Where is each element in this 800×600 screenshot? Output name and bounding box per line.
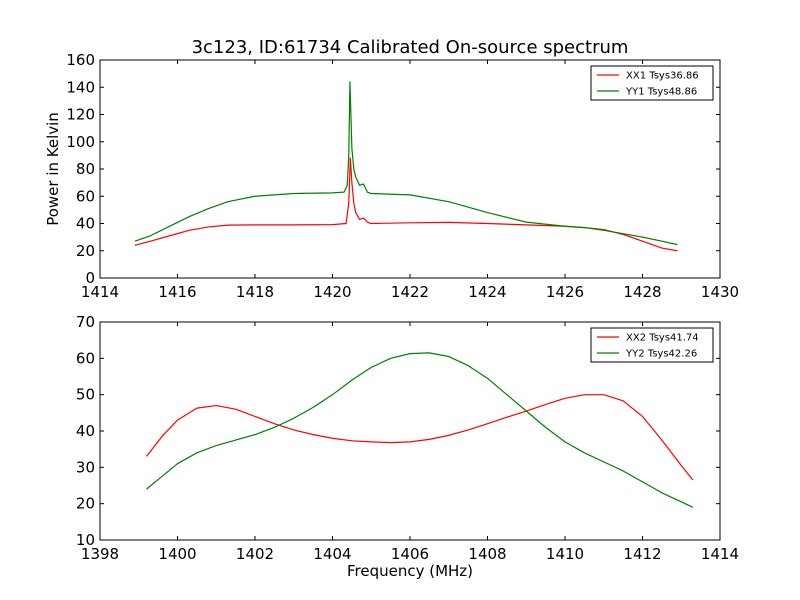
top-x-tick-label: 1422 [391, 283, 429, 301]
bottom-legend-box [590, 327, 714, 363]
top-x-tick-label: 1426 [546, 283, 584, 301]
top-legend-label: YY1 Tsys48.86 [625, 87, 697, 98]
bottom-x-tick-label: 1406 [391, 545, 429, 563]
bottom-series-line-2 [146, 352, 694, 508]
top-legend-box [590, 65, 714, 101]
chart-title: 3c123, ID:61734 Calibrated On-source spe… [192, 37, 629, 58]
top-y-tick-label: 20 [76, 242, 95, 260]
top-legend: XX1 Tsys36.86 YY1 Tsys48.86 [590, 65, 714, 101]
top-y-tick-label: 120 [66, 106, 95, 124]
top-x-tick-label: 1428 [623, 283, 661, 301]
bottom-legend-label: YY2 Tsys42.26 [625, 349, 697, 360]
top-y-tick-label: 160 [66, 51, 95, 69]
bottom-y-tick-label: 30 [76, 458, 95, 476]
bottom-y-tick-label: 40 [76, 422, 95, 440]
top-legend-label: XX1 Tsys36.86 [626, 71, 699, 82]
bottom-y-tick-label: 60 [76, 349, 95, 367]
bottom-y-tick-label: 10 [76, 531, 95, 549]
bottom-x-tick-label: 1400 [158, 545, 196, 563]
top-y-tick-label: 100 [66, 133, 95, 151]
top-y-tick-label: 140 [66, 78, 95, 96]
top-y-tick-label: 60 [76, 187, 95, 205]
top-y-axis-label: Power in Kelvin [44, 112, 62, 226]
top-x-tick-label: 1418 [236, 283, 274, 301]
top-y-tick-label: 80 [76, 160, 95, 178]
bottom-y-tick-label: 20 [76, 495, 95, 513]
bottom-x-axis-label: Frequency (MHz) [347, 562, 473, 580]
bottom-x-tick-label: 1408 [468, 545, 506, 563]
bottom-x-tick-label: 1410 [546, 545, 584, 563]
top-x-tick-label: 1430 [701, 283, 739, 301]
top-x-tick-label: 1416 [158, 283, 196, 301]
top-y-tick-label: 0 [85, 269, 95, 287]
top-x-tick-label: 1414 [81, 283, 119, 301]
top-x-tick-label: 1420 [313, 283, 351, 301]
top-axes: 1414 1416 1418 1420 1422 1424 1426 1428 1430 0 20 4… [66, 51, 739, 301]
bottom-x-tick-label: 1414 [701, 545, 739, 563]
bottom-legend-label: XX2 Tsys41.74 [626, 333, 699, 344]
top-series-line-2 [134, 81, 678, 246]
bottom-x-tick-label: 1412 [623, 545, 661, 563]
bottom-y-tick-label: 70 [76, 313, 95, 331]
bottom-x-tick-label: 1398 [81, 545, 119, 563]
bottom-series-line-1 [146, 394, 694, 481]
bottom-y-tick-label: 50 [76, 386, 95, 404]
top-y-tick-label: 40 [76, 215, 95, 233]
bottom-legend: XX2 Tsys41.74 YY2 Tsys42.26 [590, 327, 714, 363]
top-x-tick-label: 1424 [468, 283, 506, 301]
bottom-x-tick-label: 1404 [313, 545, 351, 563]
bottom-x-tick-label: 1402 [236, 545, 274, 563]
bottom-axes: 1398 1400 1402 1404 1406 1408 1410 1412 1414 10 20… [76, 313, 739, 563]
